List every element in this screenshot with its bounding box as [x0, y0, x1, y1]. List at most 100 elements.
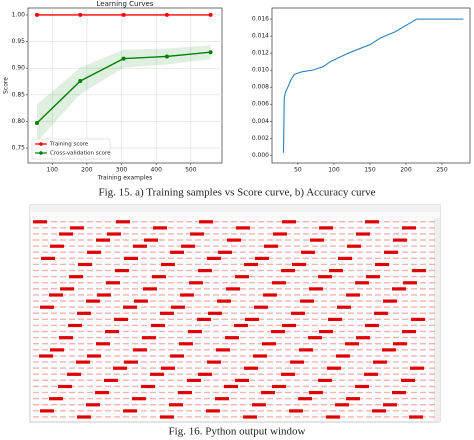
output-glyph	[150, 318, 156, 320]
output-glyph	[150, 361, 156, 363]
x-tick-label: 500	[185, 167, 197, 174]
output-glyph	[420, 294, 426, 296]
output-glyph	[321, 233, 327, 235]
output-highlight	[373, 360, 387, 364]
output-glyph	[411, 312, 417, 314]
x-tick-label: 400	[150, 167, 162, 174]
output-glyph	[51, 416, 57, 418]
output-glyph	[123, 404, 129, 406]
output-glyph	[249, 300, 255, 302]
output-glyph	[123, 282, 129, 284]
output-glyph	[321, 300, 327, 302]
output-glyph	[393, 336, 399, 339]
output-glyph	[51, 251, 57, 253]
output-glyph	[114, 361, 120, 363]
output-glyph	[222, 318, 228, 320]
output-glyph	[78, 251, 84, 253]
output-glyph	[357, 355, 363, 357]
output-glyph	[348, 318, 354, 320]
output-glyph	[339, 379, 345, 381]
output-glyph	[168, 257, 174, 259]
output-glyph	[132, 318, 138, 320]
output-glyph	[339, 330, 345, 333]
output-glyph	[78, 221, 84, 223]
y-tick-label: 0.008	[252, 84, 269, 91]
output-glyph	[285, 227, 291, 229]
output-glyph	[294, 367, 300, 369]
output-glyph	[69, 355, 75, 357]
output-glyph	[132, 312, 138, 314]
output-glyph	[105, 367, 111, 369]
output-glyph	[258, 336, 264, 339]
output-glyph	[33, 336, 39, 339]
output-glyph	[123, 349, 129, 351]
output-glyph	[303, 282, 309, 284]
output-glyph	[69, 269, 75, 272]
output-glyph	[114, 397, 120, 400]
output-glyph	[222, 239, 228, 241]
output-glyph	[348, 324, 354, 327]
output-glyph	[303, 233, 309, 235]
output-glyph	[429, 275, 435, 278]
output-glyph	[366, 361, 372, 363]
output-glyph	[195, 397, 201, 400]
output-glyph	[249, 257, 255, 259]
output-glyph	[33, 282, 39, 284]
output-glyph	[42, 373, 48, 375]
output-glyph	[294, 257, 300, 259]
output-glyph	[213, 251, 219, 253]
output-glyph	[213, 269, 219, 272]
output-highlight	[170, 354, 184, 358]
output-glyph	[159, 404, 165, 406]
output-glyph	[195, 251, 201, 253]
output-glyph	[339, 221, 345, 223]
output-highlight	[347, 244, 361, 248]
output-glyph	[33, 275, 39, 278]
output-highlight	[244, 366, 258, 370]
output-glyph	[420, 312, 426, 314]
output-highlight	[356, 336, 370, 340]
output-glyph	[294, 294, 300, 296]
output-glyph	[51, 233, 57, 235]
output-glyph	[285, 318, 291, 320]
output-glyph	[366, 227, 372, 229]
output-glyph	[402, 416, 408, 418]
output-glyph	[276, 257, 282, 259]
output-glyph	[240, 349, 246, 351]
output-glyph	[321, 282, 327, 284]
output-glyph	[69, 306, 75, 308]
output-glyph	[33, 251, 39, 253]
output-highlight	[169, 403, 183, 407]
output-glyph	[168, 336, 174, 339]
output-glyph	[177, 324, 183, 327]
output-glyph	[96, 269, 102, 272]
output-highlight	[254, 305, 268, 309]
output-glyph	[285, 349, 291, 351]
output-glyph	[33, 306, 39, 308]
output-glyph	[393, 367, 399, 369]
output-glyph	[42, 282, 48, 284]
output-glyph	[240, 245, 246, 247]
output-highlight	[412, 269, 426, 273]
output-glyph	[384, 330, 390, 333]
output-glyph	[348, 282, 354, 284]
output-glyph	[231, 245, 237, 247]
output-glyph	[303, 330, 309, 333]
output-glyph	[33, 416, 39, 418]
output-glyph	[402, 306, 408, 308]
output-glyph	[186, 318, 192, 320]
output-glyph	[294, 233, 300, 235]
output-glyph	[132, 343, 138, 345]
output-highlight	[355, 384, 369, 389]
output-highlight	[291, 311, 305, 315]
output-glyph	[69, 391, 75, 394]
output-glyph	[60, 410, 66, 412]
output-glyph	[240, 288, 246, 290]
output-glyph	[420, 391, 426, 394]
output-glyph	[96, 245, 102, 247]
output-glyph	[105, 263, 111, 266]
output-glyph	[213, 245, 219, 247]
legend-label: Cross-validation score	[50, 151, 111, 157]
output-glyph	[186, 306, 192, 308]
output-highlight	[218, 250, 232, 254]
